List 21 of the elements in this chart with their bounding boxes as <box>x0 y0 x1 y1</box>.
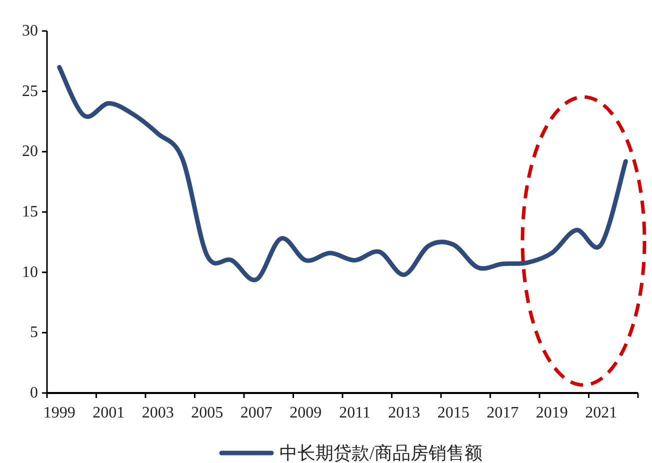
y-tick-label: 5 <box>30 324 38 342</box>
x-tick-label: 2013 <box>388 404 420 422</box>
x-tick-label: 2015 <box>437 404 470 422</box>
y-tick-label: 10 <box>22 264 38 281</box>
legend-label: 中长期贷款/商品房销售额 <box>280 443 483 463</box>
y-tick-label: 20 <box>22 143 38 160</box>
x-tick-label: 2007 <box>240 404 272 422</box>
y-tick-label: 15 <box>22 204 38 220</box>
y-tick-label: 25 <box>22 82 38 100</box>
x-tick-label: 2009 <box>290 404 322 422</box>
x-tick-label: 2001 <box>92 404 125 422</box>
line-series <box>57 64 628 282</box>
x-tick-label: 2011 <box>339 404 371 422</box>
x-tick-label: 1999 <box>43 404 76 422</box>
x-tick-label: 2017 <box>486 404 519 422</box>
x-tick-label: 2019 <box>536 404 568 422</box>
y-tick-label: 0 <box>30 384 38 402</box>
x-tick-label: 2003 <box>142 404 174 422</box>
x-tick-label: 2021 <box>585 404 618 422</box>
y-tick-label: 30 <box>22 22 38 40</box>
x-tick-label: 2005 <box>191 404 224 422</box>
